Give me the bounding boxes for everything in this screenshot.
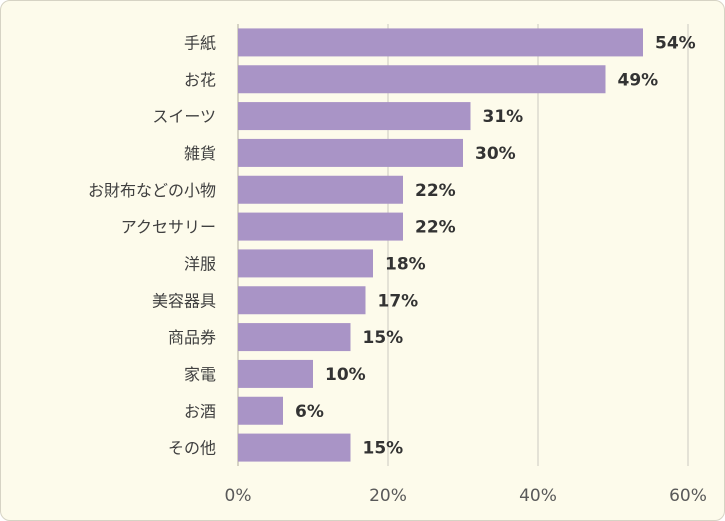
bar	[238, 138, 463, 167]
value-label: 15%	[363, 439, 404, 459]
value-label: 18%	[385, 254, 426, 274]
category-label: 手紙	[184, 33, 216, 52]
bar	[238, 323, 351, 352]
x-tick-label: 0%	[225, 486, 252, 506]
category-label: 洋服	[184, 254, 216, 273]
value-label: 30%	[475, 144, 516, 164]
value-label: 6%	[295, 402, 324, 422]
bar	[238, 102, 471, 131]
category-label: 美容器具	[152, 291, 216, 310]
bar	[238, 28, 643, 57]
category-label: スイーツ	[152, 107, 216, 126]
value-label: 10%	[325, 365, 366, 385]
category-label: 家電	[184, 365, 216, 384]
value-label: 31%	[483, 107, 524, 127]
x-tick-label: 40%	[519, 486, 557, 506]
value-label: 54%	[655, 33, 696, 53]
x-tick-label: 60%	[669, 486, 707, 506]
x-tick-labels: 0% 20% 40% 60%	[225, 486, 707, 506]
bar	[238, 175, 403, 204]
value-labels: 54% 49% 31% 30% 22% 22% 18% 17% 15% 10%6% 15%	[295, 33, 696, 458]
bar	[238, 212, 403, 241]
bar	[238, 359, 313, 388]
bar	[238, 433, 351, 462]
category-label: 雑貨	[184, 144, 216, 163]
bars	[238, 28, 643, 462]
value-label: 17%	[378, 291, 419, 311]
bar	[238, 396, 283, 425]
x-tick-label: 20%	[369, 486, 407, 506]
category-label: アクセサリー	[121, 218, 216, 237]
value-label: 49%	[618, 70, 659, 90]
category-label: 商品券	[168, 328, 216, 347]
bar	[238, 249, 373, 278]
category-label: お財布などの小物	[88, 181, 216, 200]
bar	[238, 286, 366, 315]
bar	[238, 65, 606, 94]
value-label: 15%	[363, 328, 404, 348]
gridlines	[237, 24, 689, 466]
category-label: お花	[184, 70, 216, 89]
value-label: 22%	[415, 181, 456, 201]
category-label: お酒	[184, 402, 216, 421]
value-label: 22%	[415, 218, 456, 238]
category-label: その他	[168, 439, 216, 458]
